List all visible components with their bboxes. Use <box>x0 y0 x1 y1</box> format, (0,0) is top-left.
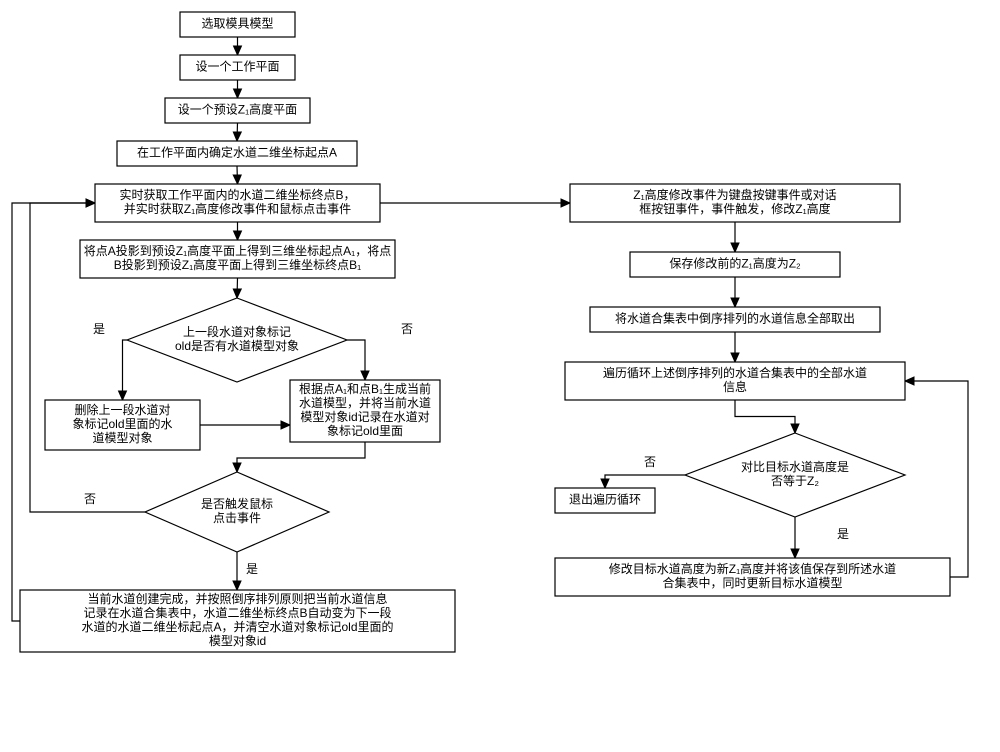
svg-text:点击事件: 点击事件 <box>213 511 261 525</box>
svg-text:设一个工作平面: 设一个工作平面 <box>195 60 279 74</box>
svg-text:道模型对象: 道模型对象 <box>92 431 152 445</box>
svg-text:保存修改前的Z₁高度为Z₂: 保存修改前的Z₁高度为Z₂ <box>669 256 801 271</box>
svg-text:模型对象id: 模型对象id <box>209 634 266 648</box>
svg-text:实时获取工作平面内的水道二维坐标终点B，: 实时获取工作平面内的水道二维坐标终点B， <box>119 187 355 202</box>
svg-text:Z₁高度修改事件为键盘按键事件或对话: Z₁高度修改事件为键盘按键事件或对话 <box>633 187 836 202</box>
svg-text:设一个预设Z₁高度平面: 设一个预设Z₁高度平面 <box>178 102 297 117</box>
svg-text:选取模具模型: 选取模具模型 <box>201 17 273 31</box>
svg-text:否等于Z₂: 否等于Z₂ <box>771 474 819 488</box>
svg-text:修改目标水道高度为新Z₁高度并将该值保存到所述水道: 修改目标水道高度为新Z₁高度并将该值保存到所述水道 <box>609 561 896 576</box>
svg-text:是: 是 <box>246 562 258 576</box>
flowchart-canvas: 选取模具模型设一个工作平面设一个预设Z₁高度平面在工作平面内确定水道二维坐标起点… <box>0 0 1000 752</box>
svg-text:当前水道创建完成，并按照倒序排列原则把当前水道信息: 当前水道创建完成，并按照倒序排列原则把当前水道信息 <box>87 591 387 606</box>
svg-text:遍历循环上述倒序排列的水道合集表中的全部水道: 遍历循环上述倒序排列的水道合集表中的全部水道 <box>603 365 867 380</box>
svg-text:上一段水道对象标记: 上一段水道对象标记 <box>183 324 291 339</box>
svg-text:根据点A₁和点B₁生成当前: 根据点A₁和点B₁生成当前 <box>299 381 431 396</box>
svg-text:框按钮事件，事件触发，修改Z₁高度: 框按钮事件，事件触发，修改Z₁高度 <box>639 201 830 216</box>
svg-text:象标记old里面的水: 象标记old里面的水 <box>72 416 172 431</box>
svg-text:删除上一段水道对: 删除上一段水道对 <box>74 402 170 417</box>
svg-text:old是否有水道模型对象: old是否有水道模型对象 <box>175 339 299 353</box>
svg-text:是否触发鼠标: 是否触发鼠标 <box>201 496 273 511</box>
svg-text:将水道合集表中倒序排列的水道信息全部取出: 将水道合集表中倒序排列的水道信息全部取出 <box>615 311 855 326</box>
svg-text:模型对象id记录在水道对: 模型对象id记录在水道对 <box>300 410 429 424</box>
svg-text:将点A投影到预设Z₁高度平面上得到三维坐标起点A₁，将点: 将点A投影到预设Z₁高度平面上得到三维坐标起点A₁，将点 <box>84 243 391 258</box>
svg-text:信息: 信息 <box>723 379 747 394</box>
svg-text:水道的水道二维坐标起点A，并清空水道对象标记old里面的: 水道的水道二维坐标起点A，并清空水道对象标记old里面的 <box>81 619 393 634</box>
svg-text:是: 是 <box>93 322 105 336</box>
svg-text:记录在水道合集表中，水道二维坐标终点B自动变为下一段: 记录在水道合集表中，水道二维坐标终点B自动变为下一段 <box>83 605 391 620</box>
svg-text:水道模型，并将当前水道: 水道模型，并将当前水道 <box>299 395 431 410</box>
svg-text:B投影到预设Z₁高度平面上得到三维坐标终点B₁: B投影到预设Z₁高度平面上得到三维坐标终点B₁ <box>114 257 361 272</box>
svg-text:退出遍历循环: 退出遍历循环 <box>569 493 641 507</box>
svg-text:合集表中，同时更新目标水道模型: 合集表中，同时更新目标水道模型 <box>662 575 842 590</box>
svg-text:是: 是 <box>837 527 849 541</box>
svg-text:否: 否 <box>84 492 96 506</box>
svg-text:否: 否 <box>644 455 656 469</box>
svg-text:在工作平面内确定水道二维坐标起点A: 在工作平面内确定水道二维坐标起点A <box>137 145 337 160</box>
svg-text:象标记old里面: 象标记old里面 <box>327 424 403 438</box>
svg-text:对比目标水道高度是: 对比目标水道高度是 <box>741 459 849 474</box>
svg-text:并实时获取Z₁高度修改事件和鼠标点击事件: 并实时获取Z₁高度修改事件和鼠标点击事件 <box>124 201 351 216</box>
svg-text:否: 否 <box>401 322 413 336</box>
